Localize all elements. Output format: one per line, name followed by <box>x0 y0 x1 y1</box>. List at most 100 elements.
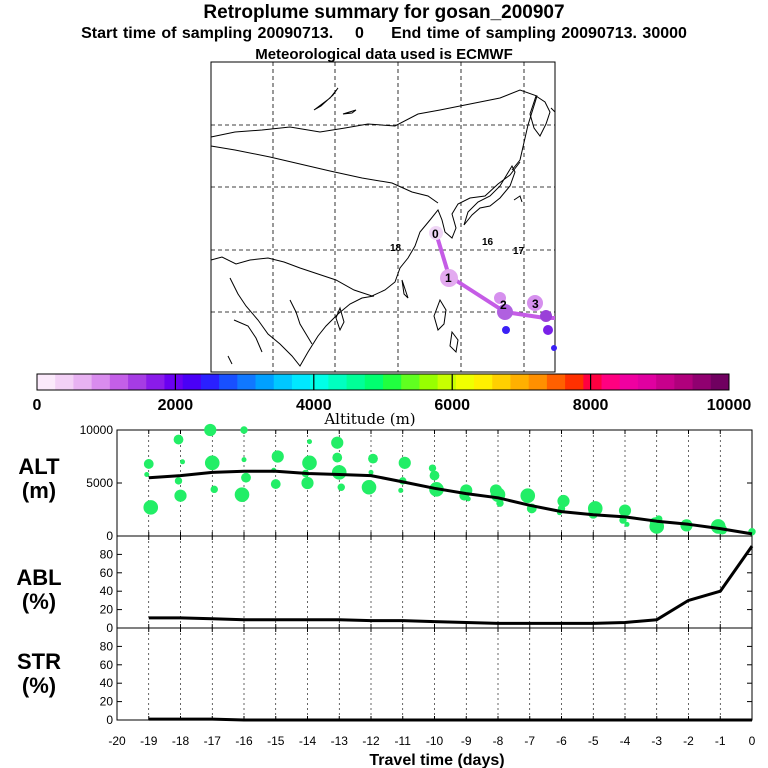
map-marker: 3 <box>532 297 539 311</box>
x-tick-label: -12 <box>362 734 380 748</box>
colorbar-cell <box>474 374 493 390</box>
map-marker: 0 <box>432 227 439 241</box>
abl-panel-label: ABL (%) <box>8 566 70 614</box>
abl-unit: (%) <box>21 589 57 614</box>
scatter-point <box>331 436 344 449</box>
scatter-point <box>307 439 312 445</box>
x-tick-label: -1 <box>715 734 726 748</box>
colorbar-cell <box>364 374 384 390</box>
colorbar-cell <box>91 374 111 390</box>
colorbar-tick-label: 8000 <box>573 397 609 414</box>
colorbar-cell <box>583 374 603 390</box>
colorbar-ticks: 0 2000 4000 6000 8000 10000 <box>33 397 752 414</box>
colorbar-cell <box>273 374 293 390</box>
x-tick-label: -15 <box>267 734 285 748</box>
colorbar-tick-label: 6000 <box>434 397 470 414</box>
colorbar-cell <box>219 374 238 390</box>
sampling-times: Start time of sampling 20090713. 0 End t… <box>0 25 768 43</box>
colorbar-cell <box>455 374 475 390</box>
x-tick-label: -8 <box>493 734 504 748</box>
scatter-point <box>368 453 378 464</box>
y-tick-label: 60 <box>100 658 114 672</box>
scatter-point <box>204 423 217 437</box>
map-blob <box>494 292 506 304</box>
scatter-point <box>331 465 347 480</box>
start-time-label: Start time of sampling 20090713. <box>81 25 334 42</box>
scatter-point <box>332 452 343 463</box>
scatter-point <box>301 476 314 490</box>
colorbar-cell <box>182 374 202 390</box>
x-tick-label: -7 <box>524 734 535 748</box>
x-tick-label: -19 <box>140 734 158 748</box>
str-name: STR <box>17 649 61 674</box>
panel-alt: 0 5000 10000 <box>80 423 756 543</box>
scatter-point <box>489 484 503 497</box>
trajectory-map: 0 1 2 3 18 16 17 <box>210 61 557 373</box>
colorbar-cell <box>55 374 74 390</box>
y-tick-label: 0 <box>106 713 113 727</box>
colorbar-cell <box>546 374 566 390</box>
map-marker: 2 <box>500 298 507 312</box>
scatter-point <box>234 487 250 502</box>
trajectory-blobs <box>429 226 557 351</box>
y-tick-label: 80 <box>100 547 114 561</box>
colorbar-cell <box>109 374 129 390</box>
map-blob <box>527 295 543 311</box>
x-tick-labels: -20 -19 -18 -17 -16 -15 -14 -13 -12 -11 -10 -9 -8 -7-… <box>108 734 755 748</box>
scatter-point <box>173 434 184 445</box>
scatter-point <box>270 479 281 489</box>
colorbar-cell <box>346 374 366 390</box>
y-tick-label: 40 <box>100 584 114 598</box>
scatter-point <box>557 494 570 508</box>
panel-str: 0 20 40 60 80 <box>100 627 753 727</box>
scatter-point <box>174 477 183 485</box>
map-blob <box>429 226 443 240</box>
y-tick-label: 20 <box>100 695 114 709</box>
colorbar-cell <box>401 374 420 390</box>
scatter-point <box>429 470 440 481</box>
x-axis-label: Travel time (days) <box>369 752 504 768</box>
scatter-point <box>496 499 504 507</box>
scatter-point <box>624 521 630 527</box>
colorbar-cell <box>73 374 93 390</box>
scatter-point <box>271 450 284 463</box>
colorbar-cell <box>328 374 348 390</box>
colorbar-cell <box>419 374 439 390</box>
colorbar-cell <box>437 374 457 390</box>
alt-name: ALT <box>18 454 60 479</box>
scatter-point <box>302 455 317 471</box>
x-tick-label: -14 <box>299 734 317 748</box>
colorbar-cell <box>692 374 712 390</box>
scatter-point <box>204 455 220 471</box>
map-blob <box>502 326 510 334</box>
x-tick-label: -3 <box>651 734 662 748</box>
colorbar-cell <box>146 374 165 390</box>
map-gridlines <box>211 62 555 372</box>
y-tick-label: 0 <box>106 529 113 543</box>
map-blob <box>497 304 513 320</box>
colorbar-cell <box>200 374 220 390</box>
colorbar-cell <box>637 374 657 390</box>
y-tick-label: 20 <box>100 603 114 617</box>
coastlines <box>210 87 556 367</box>
map-blob <box>543 325 553 335</box>
met-data-note: Meteorological data used is ECMWF <box>255 46 513 63</box>
scatter-point <box>398 487 404 493</box>
x-tick-label: -6 <box>556 734 567 748</box>
plot-title: Retroplume summary for gosan_200907 <box>203 2 565 23</box>
colorbar-cell <box>565 374 584 390</box>
y-tick-label: 0 <box>106 621 113 635</box>
scatter-point <box>241 457 247 463</box>
y-tick-label: 5000 <box>86 476 113 490</box>
alt-unit: (m) <box>21 478 57 503</box>
end-time-label: End time of sampling 20090713. 30000 <box>391 25 687 42</box>
map-marker: 18 <box>390 243 402 254</box>
colorbar-cell <box>510 374 530 390</box>
x-tick-label: -5 <box>588 734 599 748</box>
start-time-value: 0 <box>354 25 364 42</box>
map-blob <box>551 345 557 351</box>
scatter-point <box>241 472 251 483</box>
colorbar-cell <box>255 374 275 390</box>
colorbar-cell <box>37 374 56 390</box>
